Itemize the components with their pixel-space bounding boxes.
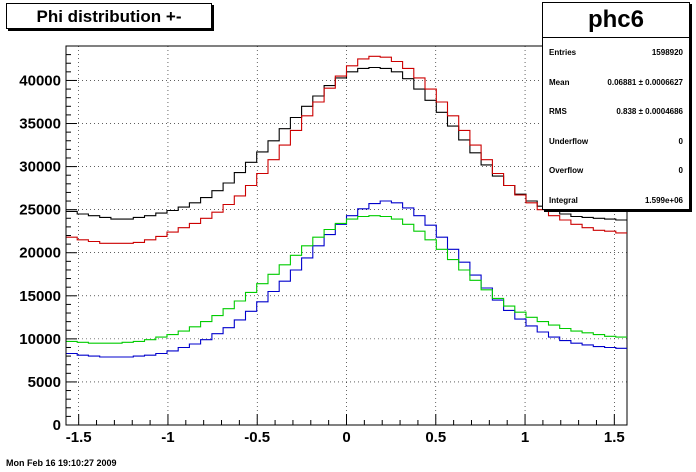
x-tick-label: -0.5 xyxy=(244,429,270,446)
series-line-1 xyxy=(66,55,627,244)
y-tick-label: 0 xyxy=(53,417,61,434)
stats-histogram-name: phc6 xyxy=(543,3,689,38)
stats-value: 0.838 ± 0.0004686 xyxy=(616,107,683,117)
stats-row-underflow: Underflow 0 xyxy=(543,127,689,157)
timestamp: Mon Feb 16 19:10:27 2009 xyxy=(6,458,117,468)
stats-label: Mean xyxy=(549,77,570,87)
y-tick-label: 10000 xyxy=(19,331,61,348)
y-tick-label: 20000 xyxy=(19,245,61,262)
x-tick-label: 0 xyxy=(342,429,350,446)
x-tick-label: 0.5 xyxy=(425,429,446,446)
series-line-3 xyxy=(66,215,627,344)
grid-lines xyxy=(66,46,627,425)
stats-row-rms: RMS 0.838 ± 0.0004686 xyxy=(543,97,689,127)
x-tick-label: 1 xyxy=(521,429,529,446)
chart-title: Phi distribution +- xyxy=(6,3,212,29)
y-tick-label: 35000 xyxy=(19,116,61,133)
y-tick-label: 5000 xyxy=(28,374,61,391)
y-tick-label: 30000 xyxy=(19,159,61,176)
stats-value: 0 xyxy=(678,166,683,176)
stats-row-overflow: Overflow 0 xyxy=(543,156,689,186)
y-tick-label: 40000 xyxy=(19,72,61,89)
stats-label: Integral xyxy=(549,195,578,205)
series-group xyxy=(66,55,627,358)
stats-row-entries: Entries 1598920 xyxy=(543,38,689,68)
plot-frame xyxy=(65,45,628,426)
series-line-2 xyxy=(66,200,627,358)
stats-row-mean: Mean 0.06881 ± 0.0006627 xyxy=(543,68,689,98)
stats-value: 0 xyxy=(678,136,683,146)
x-tick-label: -1 xyxy=(161,429,174,446)
stats-box: phc6 Entries 1598920 Mean 0.06881 ± 0.00… xyxy=(542,2,690,210)
stats-value: 1.599e+06 xyxy=(644,195,683,205)
y-tick-label: 15000 xyxy=(19,288,61,305)
x-tick-label: -1.5 xyxy=(66,429,92,446)
stats-label: Underflow xyxy=(549,136,589,146)
stats-value: 1598920 xyxy=(651,48,683,58)
x-tick-label: 1.5 xyxy=(604,429,625,446)
axes-group: -1.5 -1 -0.5 0 0.5 1 1.5 0 5000 10000 15000 20000 25… xyxy=(19,45,627,446)
y-tick-label: 25000 xyxy=(19,202,61,219)
stats-label: Overflow xyxy=(549,166,584,176)
stats-label: Entries xyxy=(549,48,577,58)
stats-row-integral: Integral 1.599e+06 xyxy=(543,186,689,216)
stats-label: RMS xyxy=(549,107,567,117)
stats-value: 0.06881 ± 0.0006627 xyxy=(607,77,683,87)
